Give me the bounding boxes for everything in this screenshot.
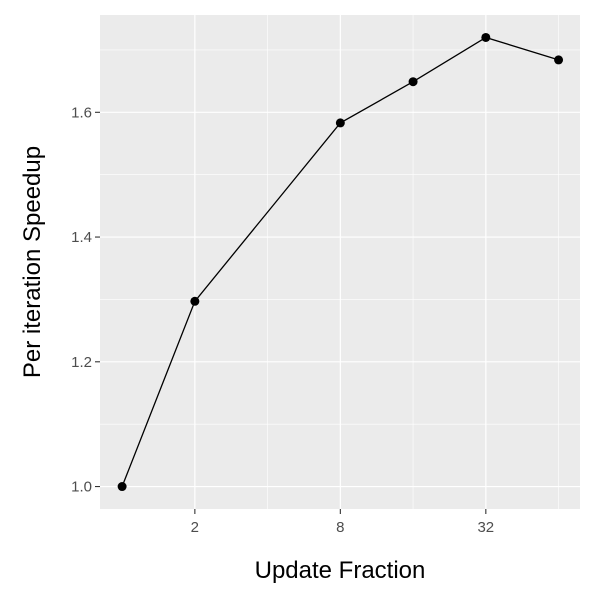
data-point: [408, 77, 418, 87]
data-point: [481, 32, 491, 42]
x-tick-label: 32: [477, 519, 494, 536]
x-tick-label: 2: [191, 519, 199, 536]
x-axis-title: Update Fraction: [255, 557, 426, 584]
data-point: [554, 55, 564, 65]
y-tick-label: 1.2: [71, 354, 92, 371]
data-point: [117, 482, 127, 492]
major-grid: [100, 15, 580, 509]
x-tick-label: 8: [336, 519, 344, 536]
y-axis-ticks: 1.0 1.2 1.4 1.6: [71, 104, 100, 496]
x-axis-ticks: 2 8 32: [191, 509, 494, 536]
y-tick-label: 1.0: [71, 479, 92, 496]
y-axis-title: Per iteration Speedup: [19, 146, 46, 378]
data-point: [190, 296, 200, 306]
data-point: [335, 118, 345, 128]
y-tick-label: 1.6: [71, 104, 92, 121]
y-tick-label: 1.4: [71, 229, 92, 246]
data-points: [117, 32, 564, 492]
